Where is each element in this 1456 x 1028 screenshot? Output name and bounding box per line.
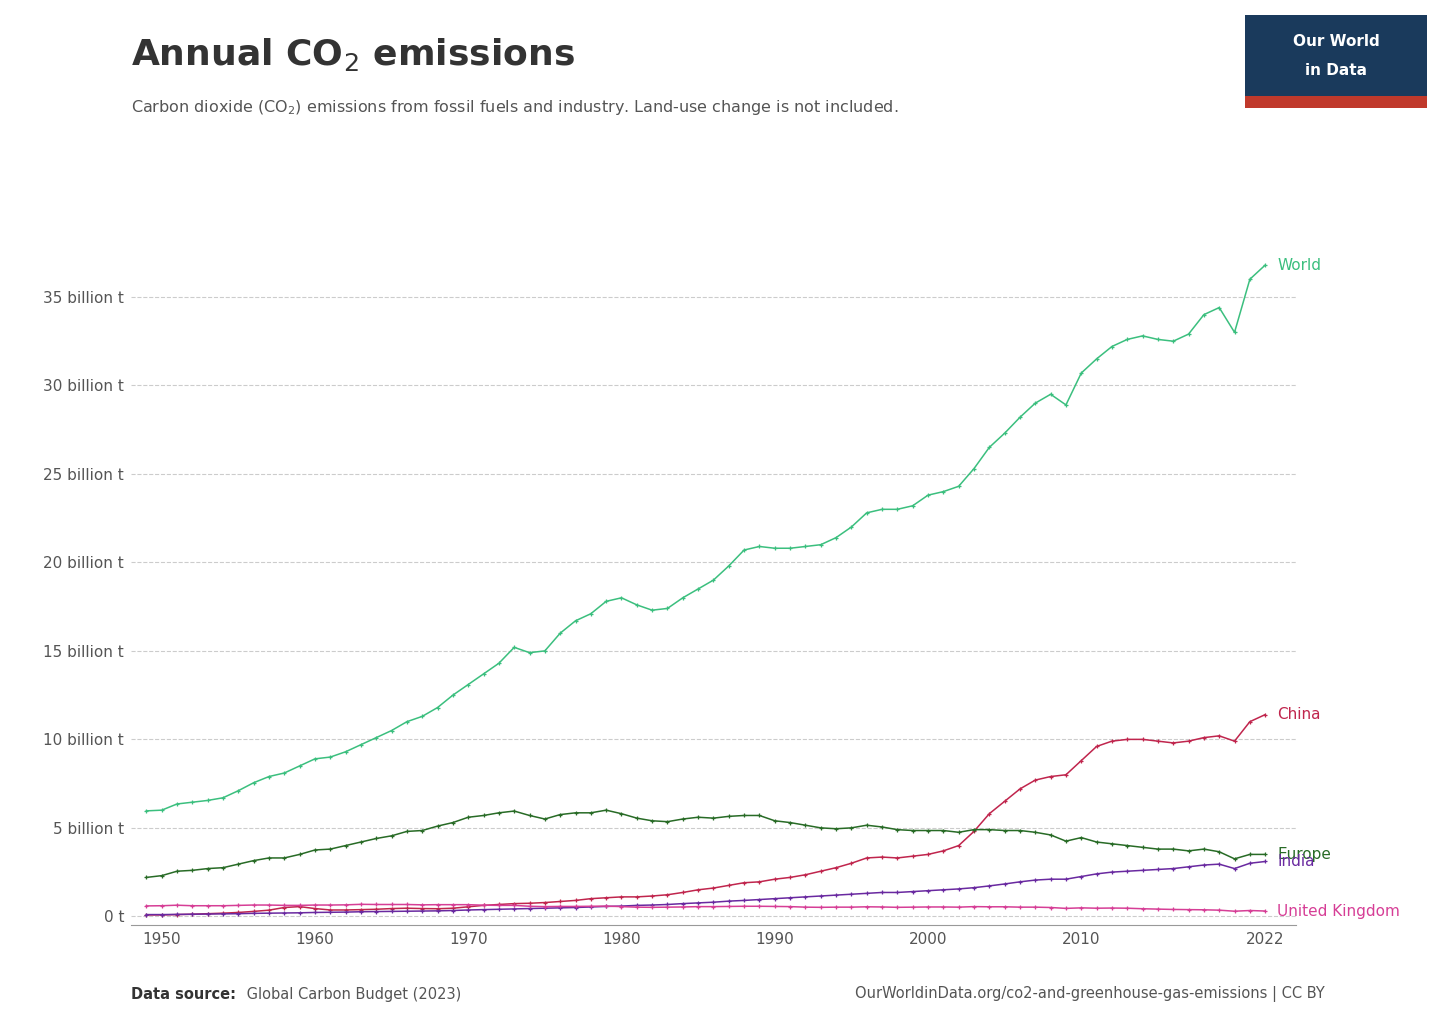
Text: India: India <box>1277 854 1315 869</box>
Text: Our World: Our World <box>1293 34 1379 48</box>
Text: Europe: Europe <box>1277 847 1331 861</box>
Text: in Data: in Data <box>1305 64 1367 78</box>
Text: Global Carbon Budget (2023): Global Carbon Budget (2023) <box>242 987 462 1002</box>
Text: China: China <box>1277 707 1321 722</box>
Text: United Kingdom: United Kingdom <box>1277 904 1401 919</box>
Text: Carbon dioxide (CO$_2$) emissions from fossil fuels and industry. Land-use chang: Carbon dioxide (CO$_2$) emissions from f… <box>131 98 898 116</box>
Text: OurWorldinData.org/co2-and-greenhouse-gas-emissions | CC BY: OurWorldinData.org/co2-and-greenhouse-ga… <box>855 986 1325 1002</box>
Text: Data source:: Data source: <box>131 987 236 1002</box>
Text: Annual CO$_2$ emissions: Annual CO$_2$ emissions <box>131 36 575 73</box>
Text: World: World <box>1277 258 1322 272</box>
